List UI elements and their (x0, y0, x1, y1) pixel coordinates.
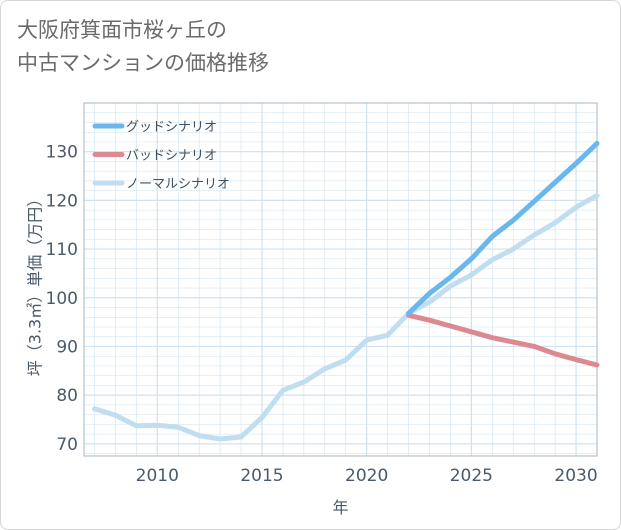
legend-label-bad: バッドシナリオ (126, 149, 217, 164)
plot-border (83, 102, 598, 457)
y-tick-label: 100 (46, 289, 78, 309)
x-tick-label: 2030 (554, 466, 597, 486)
x-tick-label: 2025 (450, 466, 493, 486)
tick-labels: 2010 2015 2020 2025 2030 70 80 90 100 110 120 130 (46, 143, 598, 486)
x-tick-label: 2015 (240, 466, 283, 486)
y-tick-label: 90 (56, 337, 78, 357)
y-tick-label: 80 (56, 386, 78, 406)
series-line-good (406, 140, 600, 316)
title-line-2: 中古マンションの価格推移 (17, 51, 269, 75)
series-lines (92, 140, 600, 442)
y-tick-label: 110 (46, 240, 78, 260)
x-axis-label: 年 (332, 498, 348, 517)
y-axis-label: 坪（3.3㎡）単価（万円） (26, 191, 45, 376)
y-tick-label: 120 (46, 191, 78, 211)
series-line-normal (92, 193, 600, 442)
y-tick-label: 70 (56, 435, 78, 455)
legend-label-good: グッドシナリオ (126, 120, 217, 135)
chart-title: 大阪府箕面市桜ヶ丘の 中古マンションの価格推移 (17, 14, 269, 80)
x-tick-label: 2020 (345, 466, 388, 486)
series-line-bad (406, 312, 600, 368)
legend-label-normal: ノーマルシナリオ (126, 177, 230, 192)
y-tick-label: 130 (46, 143, 78, 163)
title-line-1: 大阪府箕面市桜ヶ丘の (17, 18, 227, 42)
x-tick-label: 2010 (136, 466, 179, 486)
